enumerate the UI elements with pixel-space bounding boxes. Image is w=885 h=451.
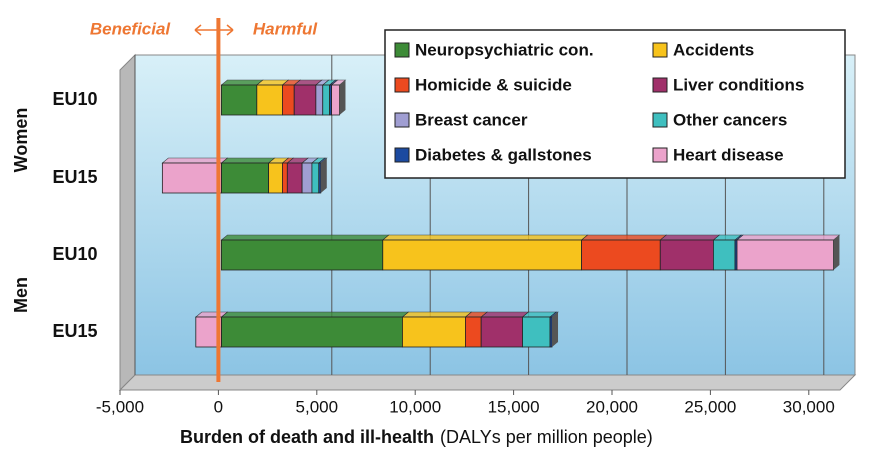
legend-swatch	[394, 42, 410, 58]
legend-label: Other cancers	[673, 110, 787, 129]
legend-swatch	[652, 112, 668, 128]
x-tick-label: 25,000	[684, 397, 736, 416]
bar-top	[659, 234, 721, 241]
bar-top	[220, 311, 410, 318]
bar-segment	[382, 239, 582, 271]
bar-top	[220, 79, 264, 86]
legend-label: Accidents	[673, 40, 754, 59]
bar-top	[736, 234, 841, 241]
legend-label: Heart disease	[673, 145, 784, 164]
bar-segment	[549, 316, 553, 348]
legend-swatch	[652, 42, 668, 58]
bar-segment	[480, 316, 523, 348]
bar-top	[580, 234, 668, 241]
bar-segment	[161, 162, 222, 194]
bar-segment	[315, 84, 324, 116]
bar-segment	[522, 316, 551, 348]
legend-swatch	[652, 77, 668, 93]
bar-segment	[301, 162, 313, 194]
bar-end	[833, 235, 840, 270]
bar-top	[220, 234, 390, 241]
y-tick-label: EU15	[52, 167, 97, 187]
bar-segment	[220, 239, 384, 271]
x-tick-label: 20,000	[586, 397, 638, 416]
bar-top	[381, 234, 589, 241]
bar-end	[320, 158, 327, 193]
side-wall	[119, 53, 136, 392]
x-label-main: Burden of death and ill-health	[180, 427, 434, 447]
x-tick-label: 30,000	[783, 397, 835, 416]
y-tick-label: EU15	[52, 321, 97, 341]
group-label: Women	[11, 108, 31, 173]
bar-segment	[465, 316, 482, 348]
legend-label: Liver conditions	[673, 75, 804, 94]
bar-top	[401, 311, 473, 318]
bar-segment	[331, 84, 340, 116]
bar-top	[194, 311, 229, 318]
annotation: Beneficial	[90, 19, 172, 38]
floor	[118, 374, 857, 391]
bar-segment	[318, 162, 322, 194]
x-tick-label: 10,000	[389, 397, 441, 416]
bar-segment	[220, 316, 403, 348]
legend-label: Diabetes & gallstones	[415, 145, 592, 164]
bar-segment	[220, 84, 258, 116]
bar-segment	[736, 239, 834, 271]
x-tick-label: 5,000	[296, 397, 339, 416]
bar-segment	[286, 162, 303, 194]
legend-swatch	[394, 112, 410, 128]
legend-label: Homicide & suicide	[415, 75, 572, 94]
group-label: Men	[11, 277, 31, 313]
y-tick-label: EU10	[52, 89, 97, 109]
bar-segment	[581, 239, 661, 271]
legend-box	[384, 29, 846, 179]
bar-segment	[268, 162, 283, 194]
x-label-note: (DALYs per million people)	[440, 427, 653, 447]
x-axis-label: Burden of death and ill-health (DALYs per…	[180, 427, 653, 447]
x-tick-label: -5,000	[96, 397, 144, 416]
annotation: Harmful	[253, 19, 319, 38]
bar-segment	[659, 239, 714, 271]
bar-segment	[322, 84, 331, 116]
bar-segment	[220, 162, 270, 194]
legend-label: Neuropsychiatric con.	[415, 40, 594, 59]
legend-swatch	[394, 147, 410, 163]
legend-swatch	[652, 147, 668, 163]
x-tick-label: 0	[214, 397, 223, 416]
bar-segment	[256, 84, 283, 116]
bar-top	[220, 157, 276, 164]
bar-segment	[713, 239, 736, 271]
bar-segment	[293, 84, 317, 116]
bar-segment	[282, 162, 288, 194]
legend-label: Breast cancer	[415, 110, 528, 129]
arrow	[194, 24, 234, 36]
bar-end	[552, 312, 559, 347]
bar-end	[339, 80, 346, 115]
bar-segment	[311, 162, 320, 194]
legend-swatch	[394, 77, 410, 93]
y-tick-label: EU10	[52, 244, 97, 264]
bar-segment	[402, 316, 466, 348]
bar-top	[480, 311, 530, 318]
bar-segment	[282, 84, 295, 116]
x-tick-label: 15,000	[488, 397, 540, 416]
